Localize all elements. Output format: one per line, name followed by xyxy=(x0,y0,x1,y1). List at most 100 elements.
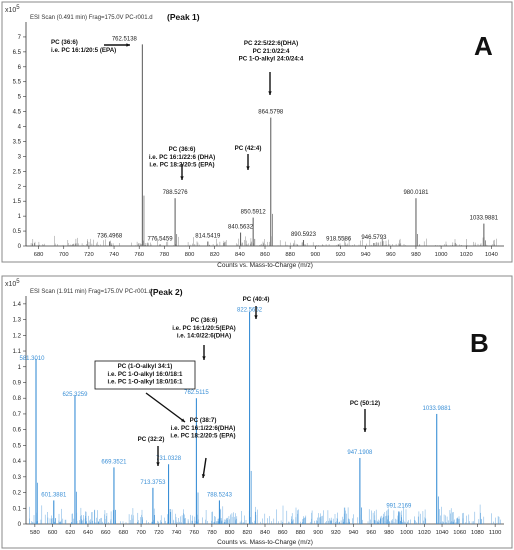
y-tick-label: 1.2 xyxy=(13,333,22,339)
peak-label: 601.3881 xyxy=(41,492,67,498)
y-tick-label: 0 xyxy=(18,244,22,250)
peak-label: 1033.9881 xyxy=(423,406,452,412)
peak-label: 991.2169 xyxy=(386,503,412,509)
annotation-arrow xyxy=(145,392,186,423)
baseline-noise xyxy=(30,235,499,246)
y-tick-label: 0.6 xyxy=(13,428,22,434)
x-tick-label: 920 xyxy=(336,252,346,258)
annotation-text: PC (50:12) xyxy=(350,400,380,407)
x-tick-label: 680 xyxy=(34,252,44,258)
peak-label: 736.4968 xyxy=(97,234,123,240)
annotation-text: PC (42:4) xyxy=(235,145,262,152)
annotation-text: i.e. PC 16:1/20:5(EPA) xyxy=(172,325,236,332)
y-tick-label: 1.1 xyxy=(13,349,22,355)
panel-b-exponent: x105 xyxy=(5,279,20,288)
peak-label: 840.5632 xyxy=(228,225,254,231)
annotation-text: i.e. PC 1-O-alkyl 16:0/18:1 xyxy=(108,371,184,378)
peak-label: 625.3259 xyxy=(62,392,88,398)
x-tick-label: 700 xyxy=(59,252,69,258)
x-tick-label: 1100 xyxy=(489,530,501,536)
x-tick-label: 840 xyxy=(235,252,245,258)
baseline-noise xyxy=(29,504,501,524)
x-tick-label: 720 xyxy=(154,530,164,536)
y-tick-label: 3 xyxy=(18,154,22,160)
x-tick-label: 800 xyxy=(185,252,195,258)
annotation-text: PC (32:2) xyxy=(138,436,165,443)
annotation-text: PC 21:0/22:4 xyxy=(253,48,290,55)
x-tick-label: 580 xyxy=(30,530,40,536)
panel-b-x-label: Counts vs. Mass-to-Charge (m/z) xyxy=(217,539,313,546)
peak-label: 788.5243 xyxy=(207,492,233,498)
x-tick-label: 800 xyxy=(225,530,235,536)
x-tick-label: 880 xyxy=(296,530,306,536)
y-tick-label: 0.3 xyxy=(13,475,22,481)
annotation-text: i.e. 14:0/22:6(DHA) xyxy=(177,333,231,340)
peak-label: 713.3753 xyxy=(140,480,166,486)
annotation-text: i.e. PC 16:1/22:6 (DHA) xyxy=(149,154,215,161)
y-tick-label: 1.3 xyxy=(13,318,22,324)
annotation-text: PC 22:5/22:6(DHA) xyxy=(244,40,298,47)
panel-b-title: (Peak 2) xyxy=(150,287,183,297)
peak-label: 1033.9881 xyxy=(470,216,499,222)
annotation-arrowhead xyxy=(126,43,130,47)
y-tick-label: 5.5 xyxy=(13,80,22,86)
annotation-arrowhead xyxy=(202,356,206,360)
panel-a-frame xyxy=(1,1,513,263)
peak-label: 814.5419 xyxy=(195,234,221,240)
x-tick-label: 740 xyxy=(172,530,182,536)
panel-b-header: ESI Scan (1.911 min) Frag=175.0V PC-r001… xyxy=(30,289,152,295)
annotation-arrowhead xyxy=(268,91,272,95)
x-tick-label: 1060 xyxy=(453,530,466,536)
x-tick-label: 900 xyxy=(313,530,323,536)
y-tick-label: 6 xyxy=(18,65,22,71)
annotation-text: i.e. PC 1-O-alkyl 18:0/16:1 xyxy=(108,379,184,386)
x-tick-label: 820 xyxy=(242,530,252,536)
y-tick-label: 0.9 xyxy=(13,380,22,386)
annotation-arrowhead xyxy=(181,418,185,422)
x-tick-label: 680 xyxy=(119,530,129,536)
y-tick-label: 3.5 xyxy=(13,139,22,145)
y-tick-label: 7 xyxy=(18,35,22,41)
x-tick-label: 1000 xyxy=(435,252,448,258)
peak-label: 864.5798 xyxy=(258,110,284,116)
x-tick-label: 1020 xyxy=(418,530,431,536)
x-tick-label: 940 xyxy=(349,530,359,536)
peak-label: 788.5276 xyxy=(163,190,189,196)
y-tick-label: 1 xyxy=(18,365,22,371)
x-tick-label: 700 xyxy=(136,530,146,536)
peak-label: 762.5138 xyxy=(112,36,138,42)
x-tick-label: 900 xyxy=(310,252,320,258)
y-tick-label: 0.4 xyxy=(13,459,22,465)
annotation-text: PC (36:6) xyxy=(191,317,218,324)
annotation-arrowhead xyxy=(363,428,367,432)
annotation-text: i.e. PC 18:2/20:5 (EPA) xyxy=(170,433,235,440)
x-tick-label: 960 xyxy=(386,252,396,258)
annotation-text: PC (38:7) xyxy=(190,417,217,424)
peak-label: 822.5662 xyxy=(237,308,263,314)
y-tick-label: 5 xyxy=(18,95,22,101)
y-tick-label: 0.5 xyxy=(13,443,22,449)
x-tick-label: 660 xyxy=(101,530,111,536)
y-tick-label: 0.2 xyxy=(13,491,22,497)
x-tick-label: 980 xyxy=(411,252,421,258)
peak-label: 776.5459 xyxy=(148,237,174,243)
x-tick-label: 1020 xyxy=(460,252,473,258)
y-tick-label: 0 xyxy=(18,522,22,528)
y-tick-label: 1.4 xyxy=(13,302,22,308)
x-tick-label: 740 xyxy=(109,252,119,258)
peak-label: 762.5115 xyxy=(184,390,209,396)
panel-b-frame xyxy=(1,275,513,549)
y-tick-label: 6.5 xyxy=(13,50,22,56)
x-tick-label: 860 xyxy=(278,530,288,536)
peak-label: 731.0328 xyxy=(156,456,182,462)
panel-a-title: (Peak 1) xyxy=(167,12,200,22)
peak-label: 581.3010 xyxy=(19,356,45,362)
panel-a-x-label: Counts vs. Mass-to-Charge (m/z) xyxy=(217,262,313,269)
peak-label: 918.5586 xyxy=(326,237,352,243)
x-tick-label: 780 xyxy=(160,252,170,258)
x-tick-label: 1040 xyxy=(436,530,449,536)
x-tick-label: 620 xyxy=(65,530,75,536)
annotation-text: PC (36:6) xyxy=(51,39,78,46)
annotation-text: PC (40:4) xyxy=(243,296,270,303)
annotation-text: PC (36:6) xyxy=(169,146,196,153)
